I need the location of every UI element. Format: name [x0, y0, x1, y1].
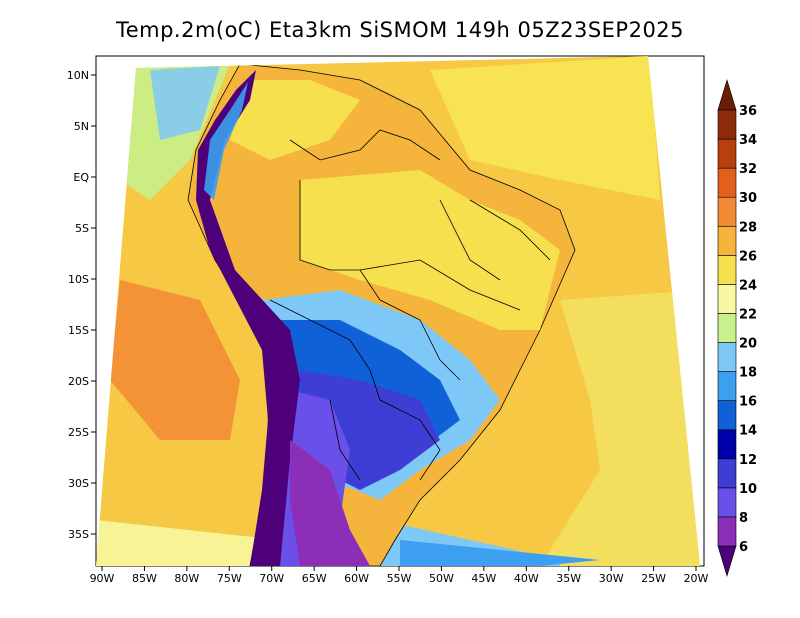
colorbar-top-arrow — [717, 78, 737, 111]
south-pacific-cool — [96, 520, 280, 566]
patagonia-zone — [290, 440, 370, 566]
x-tick-label: 35W — [556, 572, 581, 585]
pacific-warm-zone — [110, 280, 240, 440]
colorbar-label: 8 — [739, 511, 748, 526]
colorbar-band — [717, 284, 737, 314]
y-axis-ticks: 10N 5N EQ 5S 10S 15S 20S 25S 30S 35S — [67, 69, 96, 541]
colorbar-bottom-arrow — [717, 545, 737, 578]
country-borders — [269, 129, 551, 481]
y-tick-label: 20S — [68, 375, 89, 388]
colorbar-band — [717, 429, 737, 460]
x-tick-label: 80W — [174, 572, 199, 585]
x-tick-label: 75W — [217, 572, 242, 585]
y-tick-label: 15S — [68, 324, 89, 337]
colorbar-band — [717, 371, 737, 401]
colorbar-band — [717, 255, 737, 285]
south-atlantic-colder — [400, 540, 600, 566]
x-tick-label: 70W — [259, 572, 284, 585]
colorbar-band — [717, 109, 737, 140]
y-tick-label: 5S — [75, 222, 89, 235]
colorbar-band — [717, 167, 737, 198]
temperature-field — [96, 56, 700, 566]
colorbar-band — [717, 196, 737, 227]
x-tick-label: 65W — [302, 572, 327, 585]
central-brazil-zone — [300, 170, 560, 330]
x-tick-label: 85W — [132, 572, 157, 585]
y-tick-label: EQ — [73, 171, 89, 184]
colorbar-label: 34 — [739, 133, 757, 148]
x-tick-label: 60W — [344, 572, 369, 585]
x-tick-label: 90W — [90, 572, 115, 585]
colorbar-band — [717, 400, 737, 431]
map-title: Temp.2m(oC) Eta3km SiSMOM 149h 05Z23SEP2… — [115, 18, 685, 42]
x-tick-label: 20W — [684, 572, 709, 585]
colorbar-label: 20 — [739, 337, 757, 352]
colorbar-band — [717, 313, 737, 343]
colorbar-label: 14 — [739, 424, 757, 439]
colorbar-label: 12 — [739, 453, 757, 468]
northern-andes-cool — [204, 82, 248, 200]
colorbar-label: 24 — [739, 278, 757, 293]
y-tick-label: 10S — [68, 273, 89, 286]
colorbar-label: 10 — [739, 482, 757, 497]
colorbar-label: 18 — [739, 366, 757, 381]
pacific-north-cold — [150, 66, 220, 140]
colorbar-band — [717, 458, 737, 489]
colorbar-label: 6 — [739, 540, 748, 555]
colorbar-label: 16 — [739, 395, 757, 410]
venezuela-zone — [230, 80, 360, 160]
x-tick-label: 45W — [471, 572, 496, 585]
colorbar-band — [717, 342, 737, 372]
colorbar-label: 26 — [739, 249, 757, 264]
x-tick-label: 30W — [599, 572, 624, 585]
y-tick-label: 25S — [68, 426, 89, 439]
atlantic-cooler-zone — [540, 290, 700, 566]
y-tick-label: 5N — [74, 120, 89, 133]
colorbar-band — [717, 487, 737, 518]
x-tick-label: 25W — [641, 572, 666, 585]
colorbar-label: 22 — [739, 307, 757, 322]
colorbar-label: 32 — [739, 162, 757, 177]
colorbar-label: 30 — [739, 191, 757, 206]
x-tick-label: 50W — [429, 572, 454, 585]
x-axis-ticks: 90W 85W 80W 75W 70W 65W 60W 55W 50W 45W 40W 35W 30W 2… — [90, 566, 709, 585]
y-tick-label: 35S — [68, 528, 89, 541]
north-atlantic-zone — [430, 56, 660, 200]
colorbar-band — [717, 225, 737, 256]
colorbar-band — [717, 138, 737, 169]
colorbar-label: 36 — [739, 104, 757, 119]
andes-cold-ridge — [196, 70, 300, 566]
colorbar-label: 28 — [739, 220, 757, 235]
colorbar-band — [717, 516, 737, 547]
x-tick-label: 55W — [387, 572, 412, 585]
x-tick-label: 40W — [514, 572, 539, 585]
y-tick-label: 10N — [67, 69, 89, 82]
colorbar: 6 8 10 12 14 16 18 20 22 24 26 28 30 32 34 36 — [717, 78, 757, 578]
y-tick-label: 30S — [68, 477, 89, 490]
